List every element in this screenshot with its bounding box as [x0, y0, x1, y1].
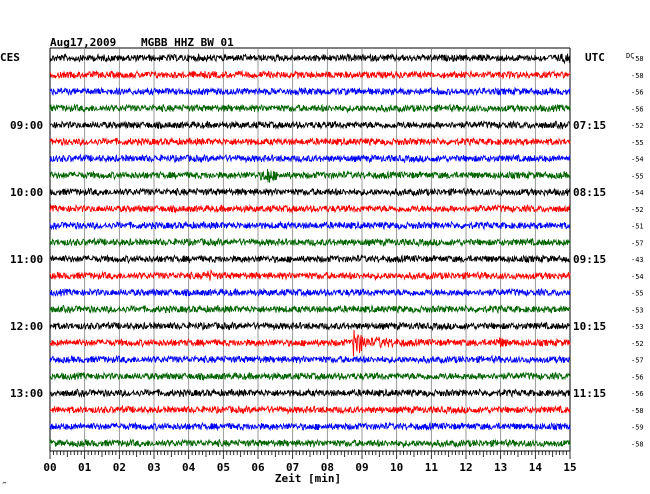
dc-offset-value: -58 [631, 407, 644, 415]
local-time-label: 12:00 [10, 320, 43, 333]
seismic-trace [49, 187, 571, 198]
dc-offset-value: -57 [631, 357, 644, 365]
local-time-label: 09:00 [10, 119, 43, 132]
seismic-trace [49, 119, 571, 130]
dc-offset-value: -53 [631, 323, 644, 331]
seismic-trace [49, 237, 571, 248]
dc-offset-value: -54 [631, 156, 644, 164]
dc-offset-layer: -58 -58 -56 -56 -52 -55 -54 -55 -54 -52 -51 -57 -43 -… [631, 55, 644, 448]
right-timezone-label: UTC [585, 51, 605, 64]
axis-tick-label: 09 [355, 461, 368, 474]
axis-tick-label: 03 [147, 461, 160, 474]
seismic-trace [49, 287, 571, 298]
utc-time-label: 08:15 [573, 186, 606, 199]
dc-offset-value: -52 [631, 122, 644, 130]
axis-tick-label: 07 [286, 461, 299, 474]
seismic-trace [49, 220, 571, 231]
axis-tick-label: 14 [529, 461, 543, 474]
seismic-trace [49, 404, 571, 416]
seismic-trace [49, 203, 571, 214]
dc-offset-value: -55 [631, 290, 644, 298]
x-axis-label: Zeit [min] [275, 472, 341, 485]
dc-offset-value: -54 [631, 189, 644, 197]
seismic-trace [49, 304, 571, 315]
corner-mark: ‴ [2, 481, 7, 490]
axis-tick-label: 02 [113, 461, 126, 474]
seismic-trace [49, 52, 571, 65]
seismic-trace [49, 103, 571, 114]
local-time-label: 10:00 [10, 186, 43, 199]
time-axis: 00 01 02 03 04 05 06 07 08 09 10 11 12 13 14 15 [43, 450, 577, 474]
utc-time-label: 10:15 [573, 320, 606, 333]
seismic-trace [49, 86, 571, 97]
axis-tick-label: 04 [182, 461, 196, 474]
seismic-trace [49, 421, 571, 432]
seismic-trace [49, 153, 571, 164]
dc-offset-value: -58 [631, 440, 644, 448]
station-code: MGBB HHZ BW 01 [141, 36, 234, 49]
axis-tick-label: 11 [425, 461, 439, 474]
seismic-trace [49, 329, 571, 357]
dc-offset-value: -56 [631, 105, 644, 113]
dc-offset-value: -56 [631, 390, 644, 398]
dc-offset-value: -52 [631, 206, 644, 214]
axis-tick-label: 06 [251, 461, 265, 474]
axis-tick-label: 13 [494, 461, 507, 474]
seismic-trace [49, 269, 571, 282]
dc-offset-value: -58 [631, 72, 644, 80]
minute-gridlines [49, 48, 571, 451]
dc-offset-value: -55 [631, 139, 644, 147]
seismic-trace [49, 354, 571, 365]
axis-tick-label: 12 [459, 461, 472, 474]
seismic-trace [49, 168, 571, 183]
local-time-label: 11:00 [10, 253, 43, 266]
axis-tick-label: 00 [43, 461, 56, 474]
utc-time-label: 09:15 [573, 253, 606, 266]
time-label-layer: 09:00 10:00 11:00 12:00 13:00 07:15 08:15 09:15… [10, 119, 606, 400]
axis-tick-label: 05 [217, 461, 230, 474]
dc-offset-value: -55 [631, 172, 644, 180]
axis-tick-label: 01 [78, 461, 92, 474]
axis-tick-label: 15 [563, 461, 576, 474]
seismic-trace [49, 69, 571, 80]
axis-tick-label: 08 [321, 461, 334, 474]
dc-offset-value: -56 [631, 373, 644, 381]
seismic-trace [50, 253, 571, 265]
axis-tick-label: 10 [390, 461, 403, 474]
dc-offset-value: -54 [631, 273, 644, 281]
dc-offset-value: -52 [631, 340, 644, 348]
dc-offset-value: -57 [631, 239, 644, 247]
dc-offset-value: -53 [631, 306, 644, 314]
seismic-trace [49, 438, 571, 449]
dc-offset-value: -56 [631, 89, 644, 97]
seismic-trace [49, 136, 571, 147]
dc-offset-value: -51 [631, 223, 644, 231]
record-date: Aug17,2009 [50, 36, 116, 49]
dc-label: DC [626, 52, 634, 60]
utc-time-label: 11:15 [573, 387, 606, 400]
seismic-trace [49, 321, 571, 332]
left-timezone-label: CES [0, 51, 20, 64]
seismic-trace [49, 371, 571, 382]
dc-offset-value: -43 [631, 256, 644, 264]
utc-time-label: 07:15 [573, 119, 606, 132]
trace-layer [49, 52, 571, 449]
dc-offset-value: -58 [631, 55, 644, 63]
seismic-trace [49, 387, 571, 399]
dc-offset-value: -59 [631, 424, 644, 432]
local-time-label: 13:00 [10, 387, 43, 400]
